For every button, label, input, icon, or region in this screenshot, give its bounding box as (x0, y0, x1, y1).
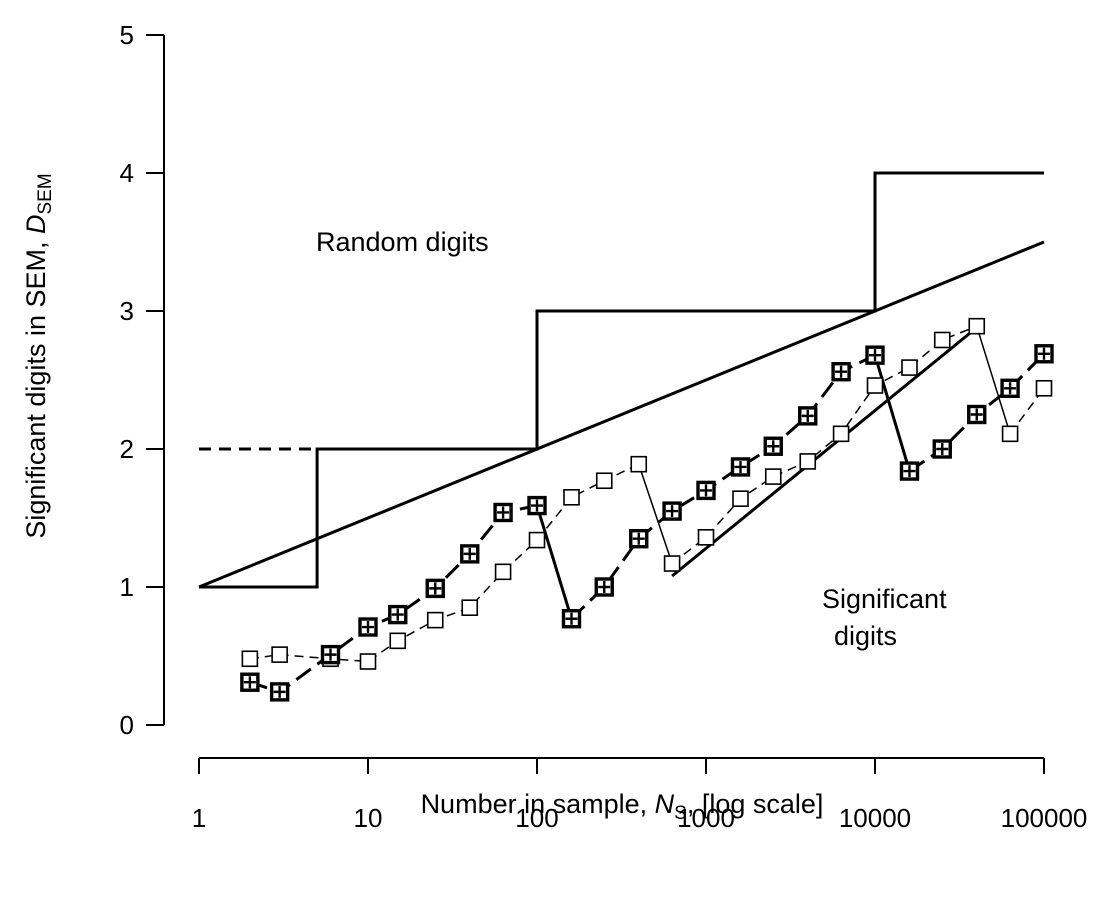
x-axis-title: Number in sample, NS, [log scale] (421, 789, 824, 824)
filled-marker-1-2 (629, 529, 649, 549)
open-marker-1-1 (697, 529, 715, 546)
x-axis-title-subscript: S (674, 803, 687, 824)
open-marker-1-7 (901, 359, 918, 376)
filled-marker-1-8 (831, 362, 851, 382)
filled-marker-1-3 (662, 501, 682, 521)
filled-marker-1-0 (561, 609, 582, 629)
open-marker-1-0 (663, 555, 681, 572)
filled-marker-0-5 (425, 578, 445, 599)
filled-marker-2-3 (1000, 378, 1020, 398)
y-tick-label-4: 4 (120, 158, 134, 188)
open-marker-1-9 (968, 317, 986, 335)
filled-marker-1-9 (865, 345, 885, 365)
open-marker-0-1 (271, 646, 288, 663)
open-marker-1-4 (799, 453, 817, 470)
open-marker-0-11 (630, 455, 648, 473)
open-marker-0-3 (359, 653, 377, 670)
open-marker-1-2 (732, 490, 749, 507)
filled-marker-0-4 (388, 604, 408, 625)
x-tick-label-10000: 10000 (839, 803, 911, 833)
filled-series-line-0 (249, 504, 538, 694)
open-marker-2-1 (1035, 379, 1053, 397)
filled-marker-0-7 (493, 502, 513, 523)
x-axis-title-symbol: N (655, 789, 675, 819)
annotation-random-digits: Random digits (316, 227, 489, 257)
y-tick-label-5: 5 (120, 20, 134, 50)
open-marker-1-3 (764, 468, 782, 485)
filled-series-jump-1 (873, 354, 911, 472)
x-tick-label-1: 1 (192, 803, 206, 833)
open-series-line-1 (671, 325, 977, 565)
x-axis-title-prefix: Number in sample, (421, 789, 655, 819)
filled-marker-2-1 (932, 439, 952, 459)
filled-marker-0-1 (269, 682, 290, 702)
filled-marker-1-7 (798, 406, 818, 426)
annotation-significant-line1: Significant (822, 584, 947, 614)
filled-marker-0-8 (527, 495, 547, 516)
y-axis-title: Significant digits in SEM, DSEM (21, 173, 56, 538)
labels: Random digits Significant digits Number … (21, 173, 947, 824)
y-tick-label-1: 1 (120, 572, 134, 602)
filled-marker-2-0 (899, 461, 920, 481)
open-marker-0-10 (595, 472, 613, 490)
annotation-significant-line2: digits (834, 621, 897, 651)
filled-marker-0-2 (320, 644, 341, 665)
y-axis-title-symbol: D (21, 215, 51, 235)
y-tick-label-2: 2 (120, 434, 134, 464)
open-marker-1-8 (933, 331, 951, 349)
open-marker-0-0 (241, 650, 259, 668)
significant-digits-trend-line (198, 240, 1045, 589)
y-tick-label-0: 0 (120, 710, 134, 740)
open-marker-0-8 (528, 531, 546, 549)
marks (198, 171, 1054, 702)
x-axis-title-suffix: , [log scale] (687, 789, 824, 819)
filled-marker-1-4 (696, 480, 716, 501)
open-series-line-0 (249, 463, 640, 663)
x-tick-label-100: 100 (515, 803, 558, 833)
y-tick-label-3: 3 (120, 296, 134, 326)
filled-marker-0-0 (240, 672, 260, 692)
open-marker-2-0 (1001, 425, 1019, 443)
significant-digits-fit-line (671, 326, 978, 578)
filled-marker-1-5 (730, 457, 751, 477)
x-tick-label-1000: 1000 (677, 803, 735, 833)
y-axis-title-prefix: Significant digits in SEM, (21, 234, 51, 539)
y-axis-title-subscript: SEM (35, 173, 56, 214)
x-tick-label-10: 10 (354, 803, 383, 833)
open-series-jump-1 (975, 325, 1011, 435)
open-marker-0-9 (563, 488, 580, 506)
x-tick-label-100000: 100000 (1001, 803, 1088, 833)
filled-marker-2-4 (1034, 344, 1054, 364)
axes: 0 1 2 3 4 5 1 10 100 1000 10000 100000 (120, 20, 1088, 833)
filled-marker-0-3 (358, 617, 378, 637)
filled-series-jump-0 (535, 505, 573, 620)
filled-marker-0-6 (460, 544, 480, 564)
filled-marker-2-2 (967, 404, 987, 425)
open-marker-0-5 (426, 611, 444, 629)
filled-marker-1-1 (594, 577, 614, 597)
filled-series-line-1 (570, 353, 876, 620)
open-marker-0-4 (389, 632, 407, 650)
random-digits-step-line (199, 171, 1044, 589)
open-series-jump-0 (637, 463, 673, 564)
open-marker-0-7 (494, 563, 512, 581)
open-marker-0-6 (461, 599, 479, 617)
open-marker-1-6 (866, 377, 884, 394)
open-marker-1-5 (832, 425, 850, 443)
filled-marker-1-6 (763, 436, 783, 456)
